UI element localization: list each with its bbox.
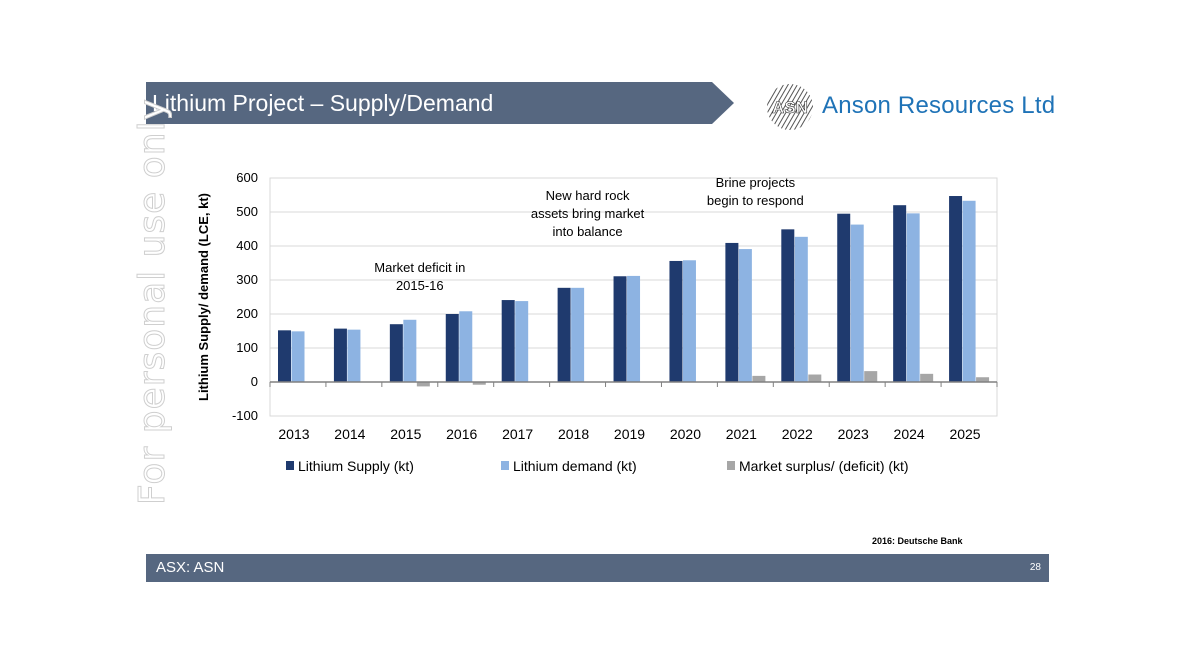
title-arrow-shape: [146, 82, 734, 124]
bar-demand-2023: [850, 224, 864, 382]
x-tick-label: 2016: [446, 426, 477, 442]
x-tick-label: 2018: [558, 426, 589, 442]
bar-surplus-2022: [808, 374, 822, 382]
x-tick-label: 2023: [838, 426, 869, 442]
y-tick-label: 600: [236, 170, 258, 185]
slide-title: Lithium Project – Supply/Demand: [152, 90, 494, 116]
bar-demand-2020: [682, 260, 696, 382]
y-tick-label: 500: [236, 204, 258, 219]
y-tick-label: 100: [236, 340, 258, 355]
bar-supply-2017: [501, 300, 515, 382]
logo-icon: ASN: [767, 84, 813, 130]
bar-demand-2022: [794, 236, 808, 382]
x-tick-label: 2019: [614, 426, 645, 442]
y-tick-label: 400: [236, 238, 258, 253]
bar-supply-2019: [613, 276, 627, 382]
y-tick-label: 0: [251, 374, 258, 389]
bar-demand-2021: [738, 249, 752, 382]
bar-supply-2025: [949, 196, 963, 382]
legend-swatch: [501, 461, 509, 470]
annotation-text: Market deficit in: [374, 260, 465, 275]
x-tick-label: 2021: [726, 426, 757, 442]
y-tick-label: 200: [236, 306, 258, 321]
bar-supply-2018: [557, 287, 571, 382]
x-tick-label: 2013: [278, 426, 309, 442]
bar-demand-2013: [291, 331, 305, 382]
watermark: For personal use only: [132, 98, 174, 506]
annotation-text: New hard rock: [546, 188, 630, 203]
supply-demand-chart: -100 0 100 200 300 400 500 600 Lithium Supply/ d…: [196, 170, 998, 474]
legend-label: Lithium Supply (kt): [298, 458, 414, 474]
footer-ticker: ASX: ASN: [156, 559, 225, 576]
footer-bar: ASX: ASN 28: [146, 554, 1049, 582]
bar-surplus-2021: [752, 375, 766, 382]
bar-demand-2025: [962, 200, 976, 382]
bar-demand-2016: [459, 311, 473, 382]
x-tick-label: 2015: [390, 426, 421, 442]
bar-supply-2022: [781, 229, 795, 382]
company-logo: ASN Anson Resources Ltd: [766, 82, 1056, 134]
legend-swatch: [727, 461, 735, 470]
bar-supply-2016: [445, 314, 459, 382]
y-axis-label: Lithium Supply/ demand (LCE, kt): [196, 193, 211, 401]
bar-demand-2024: [906, 213, 920, 382]
annotation-text: Brine projects: [716, 175, 796, 190]
bar-demand-2015: [403, 319, 417, 382]
bar-surplus-2025: [976, 377, 990, 382]
page-number: 28: [1029, 562, 1041, 573]
bar-demand-2017: [515, 301, 529, 382]
legend-label: Market surplus/ (deficit) (kt): [739, 458, 909, 474]
bar-surplus-2024: [920, 373, 934, 382]
bar-supply-2023: [837, 213, 851, 382]
x-tick-label: 2024: [894, 426, 925, 442]
bar-surplus-2016: [472, 382, 486, 385]
bar-demand-2014: [347, 329, 361, 382]
y-tick-label: -100: [232, 408, 258, 423]
x-tick-label: 2017: [502, 426, 533, 442]
y-tick-label: 300: [236, 272, 258, 287]
legend-swatch: [286, 461, 294, 470]
annotation-text: begin to respond: [707, 193, 804, 208]
logo-mark-text: ASN: [772, 98, 808, 117]
annotation-text: assets bring market: [531, 206, 645, 221]
bar-surplus-2015: [416, 382, 430, 387]
bar-supply-2013: [278, 330, 291, 382]
bar-supply-2020: [669, 260, 683, 382]
x-tick-label: 2020: [670, 426, 701, 442]
bar-supply-2014: [333, 328, 347, 382]
x-tick-label: 2022: [782, 426, 813, 442]
bar-demand-2018: [571, 287, 585, 382]
company-name: Anson Resources Ltd: [822, 92, 1056, 119]
bar-surplus-2023: [864, 371, 878, 382]
x-tick-label: 2025: [949, 426, 980, 442]
slide-title-bar: Lithium Project – Supply/Demand: [146, 82, 734, 124]
legend-label: Lithium demand (kt): [513, 458, 637, 474]
x-tick-label: 2014: [334, 426, 365, 442]
source-note: 2016: Deutsche Bank: [872, 536, 963, 546]
bar-supply-2015: [389, 324, 403, 382]
bar-demand-2019: [627, 275, 641, 382]
annotation-text: into balance: [553, 224, 623, 239]
annotation-text: 2015-16: [396, 278, 444, 293]
bar-supply-2024: [893, 205, 907, 382]
bar-supply-2021: [725, 242, 739, 382]
